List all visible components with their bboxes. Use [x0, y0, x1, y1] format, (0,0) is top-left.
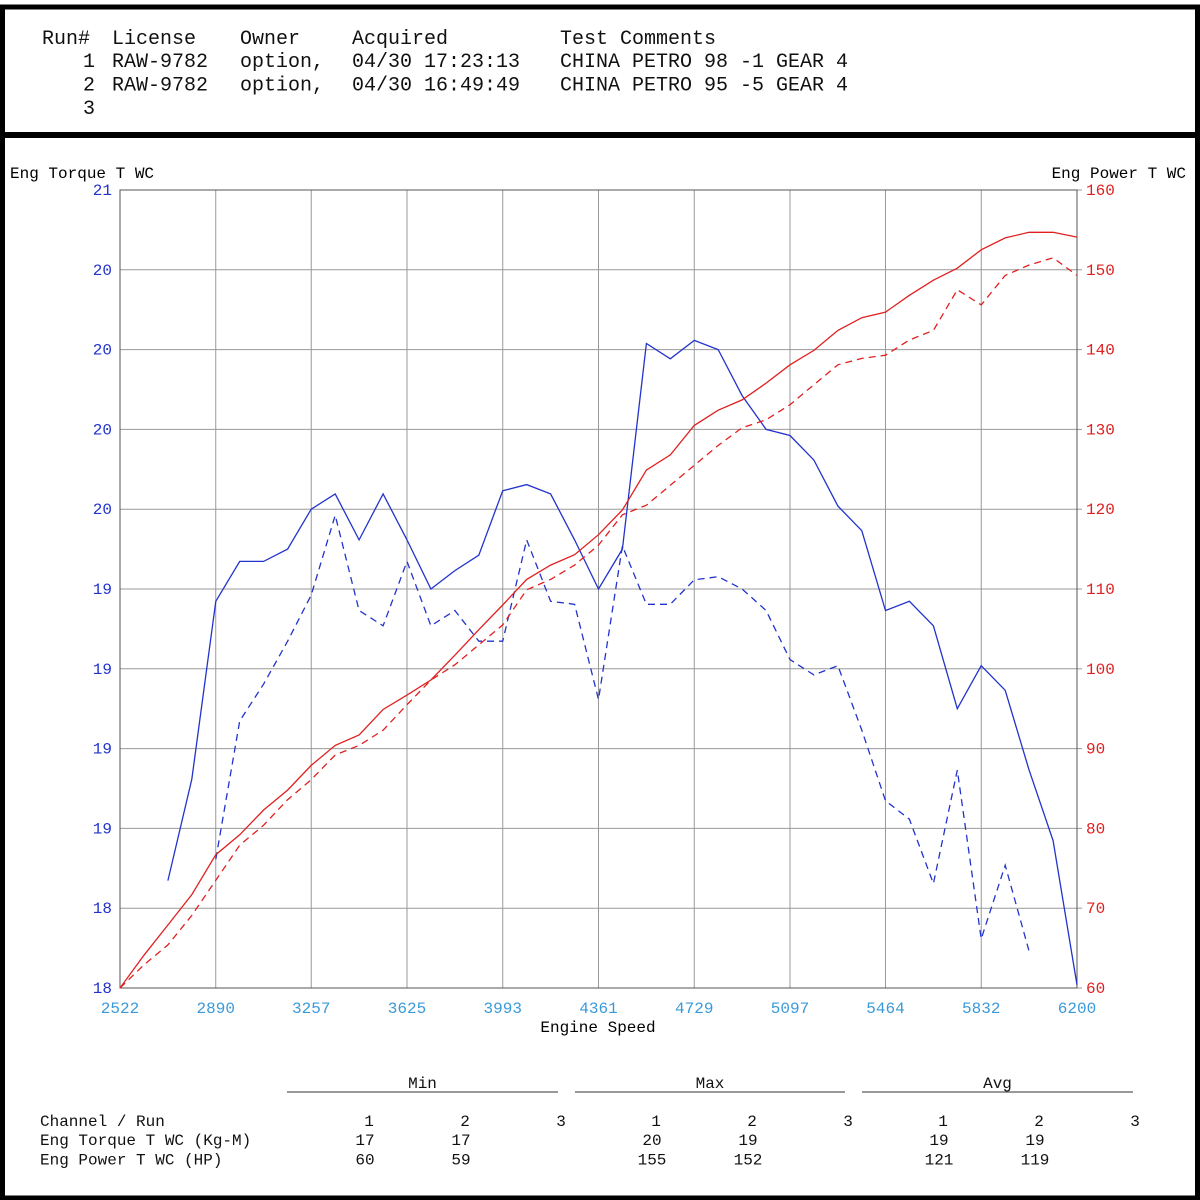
summary-value: 119: [1021, 1152, 1050, 1170]
summary-value: 60: [355, 1152, 374, 1170]
summary-run: 3: [843, 1113, 853, 1131]
header-cell: option,: [240, 51, 324, 74]
x-axis-title: Engine Speed: [540, 1019, 655, 1037]
series-line: [215, 512, 1030, 952]
header-cell: 04/30 17:23:13: [352, 51, 520, 74]
summary-value: 19: [738, 1132, 757, 1150]
summary-value: 19: [1025, 1132, 1044, 1150]
y2-axis-title: Eng Power T WC: [1052, 165, 1186, 183]
y2-tick-label: 120: [1086, 501, 1115, 519]
x-tick-label: 2522: [101, 1000, 139, 1018]
y2-tick-label: 90: [1086, 741, 1105, 759]
y2-tick-label: 80: [1086, 820, 1105, 838]
x-tick-label: 4361: [579, 1000, 617, 1018]
summary-run: 3: [1130, 1113, 1140, 1131]
x-tick-label: 2890: [197, 1000, 235, 1018]
header-cell: 2: [83, 75, 95, 98]
summary-run: 2: [460, 1113, 470, 1131]
x-tick-label: 4729: [675, 1000, 713, 1018]
summary-value: 20: [642, 1132, 661, 1150]
summary-run: 1: [364, 1113, 374, 1131]
summary-group: Max: [696, 1075, 725, 1093]
x-tick-label: 6200: [1058, 1000, 1096, 1018]
y2-tick-label: 70: [1086, 900, 1105, 918]
y-tick-label: 21: [93, 182, 112, 200]
summary-value: 155: [638, 1152, 667, 1170]
y2-tick-label: 130: [1086, 421, 1115, 439]
summary-value: 19: [929, 1132, 948, 1150]
summary-value: 17: [355, 1132, 374, 1150]
series-line: [119, 257, 1078, 989]
header-cell: 1: [83, 51, 95, 74]
summary-value: 17: [451, 1132, 470, 1150]
header-cell: 3: [83, 98, 95, 121]
y-tick-label: 19: [93, 741, 112, 759]
x-tick-label: 5832: [962, 1000, 1000, 1018]
y-tick-label: 20: [93, 342, 112, 360]
header-cell: option,: [240, 75, 324, 98]
summary-value: 59: [451, 1152, 470, 1170]
summary-run: 2: [1034, 1113, 1044, 1131]
header-column: Acquired: [352, 28, 448, 51]
header-column: License: [112, 28, 196, 51]
header-column: Owner: [240, 28, 300, 51]
y2-tick-label: 150: [1086, 262, 1115, 280]
header-cell: RAW-9782: [112, 51, 208, 74]
y-tick-label: 20: [93, 501, 112, 519]
y2-tick-label: 160: [1086, 182, 1115, 200]
y-tick-label: 20: [93, 421, 112, 439]
summary-group: Avg: [983, 1075, 1012, 1093]
y-tick-label: 20: [93, 262, 112, 280]
y2-tick-label: 140: [1086, 342, 1115, 360]
y-tick-label: 19: [93, 661, 112, 679]
summary-value: 152: [734, 1152, 763, 1170]
y-tick-label: 18: [93, 980, 112, 998]
header-column: Test Comments: [560, 28, 716, 51]
y-tick-label: 18: [93, 900, 112, 918]
x-tick-label: 5464: [866, 1000, 904, 1018]
header-cell: 04/30 16:49:49: [352, 75, 520, 98]
x-tick-label: 5097: [771, 1000, 809, 1018]
summary-run: 2: [747, 1113, 757, 1131]
x-tick-label: 3993: [484, 1000, 522, 1018]
summary-run: 1: [651, 1113, 661, 1131]
summary-run: 1: [938, 1113, 948, 1131]
y-axis-title: Eng Torque T WC: [10, 165, 154, 183]
header-cell: CHINA PETRO 98 -1 GEAR 4: [560, 51, 848, 74]
summary-run: 3: [556, 1113, 566, 1131]
summary-channel: Eng Power T WC (HP): [40, 1152, 222, 1170]
y2-tick-label: 60: [1086, 980, 1105, 998]
x-tick-label: 3625: [388, 1000, 426, 1018]
header-cell: CHINA PETRO 95 -5 GEAR 4: [560, 75, 848, 98]
series-line: [119, 231, 1078, 989]
summary-label: Channel / Run: [40, 1113, 165, 1131]
header-cell: RAW-9782: [112, 75, 208, 98]
y-tick-label: 19: [93, 581, 112, 599]
x-tick-label: 3257: [292, 1000, 330, 1018]
y-tick-label: 19: [93, 820, 112, 838]
summary-value: 121: [925, 1152, 954, 1170]
frame: [0, 4, 1200, 1200]
summary-group: Min: [408, 1075, 437, 1093]
y2-tick-label: 110: [1086, 581, 1115, 599]
summary-channel: Eng Torque T WC (Kg-M): [40, 1132, 251, 1150]
header-column: Run#: [42, 28, 90, 51]
plot-border: [119, 189, 1078, 989]
y2-tick-label: 100: [1086, 661, 1115, 679]
